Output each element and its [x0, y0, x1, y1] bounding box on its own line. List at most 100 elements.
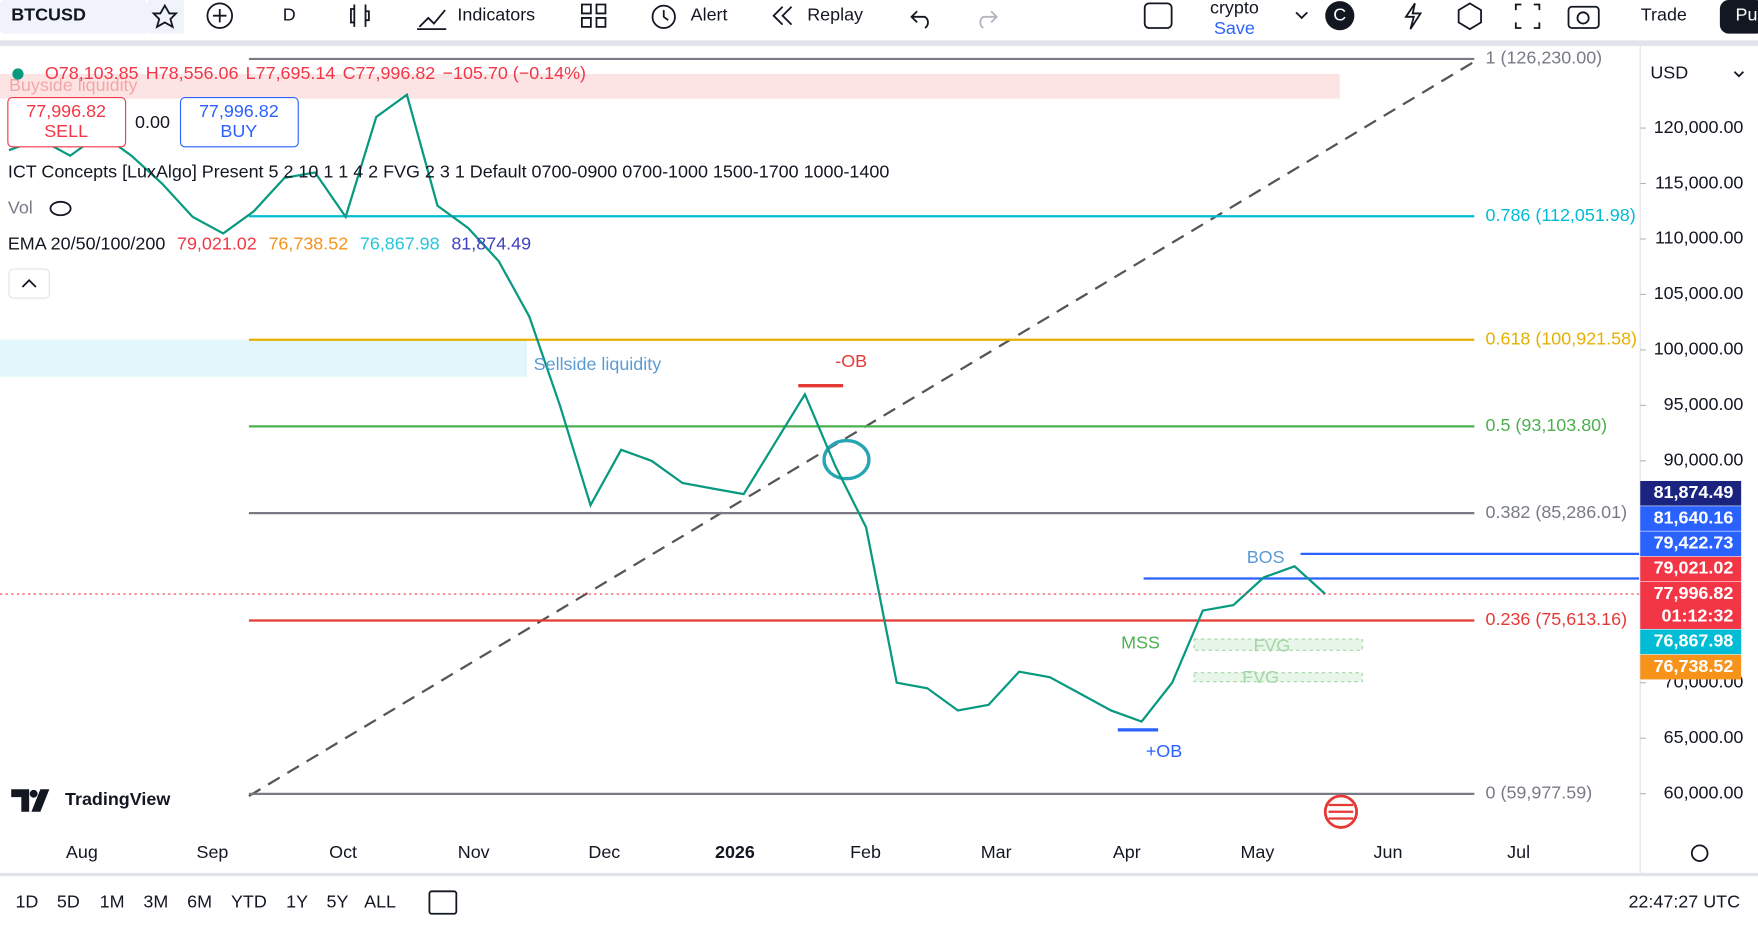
fib-label: 0.618 (100,921.58): [1486, 328, 1637, 348]
open: O78,103.85: [45, 63, 139, 83]
high: H78,556.06: [146, 63, 239, 83]
collapse-chevron: [21, 279, 37, 288]
range-button[interactable]: 3M: [143, 891, 168, 911]
range-button[interactable]: 5Y: [327, 891, 349, 911]
price-label: 79,021.02: [1654, 558, 1734, 578]
x-tick-label: May: [1240, 842, 1274, 862]
buyside-zone: [0, 73, 1340, 99]
price-label: 79,422.73: [1654, 532, 1734, 552]
replay-button[interactable]: Replay: [807, 4, 863, 24]
currency-chevron: [1733, 71, 1745, 78]
ema-value: 76,738.52: [268, 233, 348, 253]
avatar[interactable]: [1325, 1, 1355, 31]
sell-label: SELL: [44, 121, 88, 141]
chart-type-icon[interactable]: [350, 4, 370, 27]
y-tick-label: 60,000.00: [1664, 782, 1744, 802]
fib-label: 0 (59,977.59): [1486, 783, 1593, 803]
compare-icon[interactable]: [206, 2, 233, 29]
alert-icon: [651, 4, 676, 29]
annotation: Sellside liquidity: [534, 354, 662, 374]
x-tick-label: Aug: [66, 842, 98, 862]
ohlc-legend: O78,103.85 H78,556.06 L77,695.14 C77,996…: [45, 63, 586, 83]
sell-price: 77,996.82: [26, 101, 106, 121]
toolbar-border: [0, 40, 1758, 46]
x-tick-label: Mar: [981, 842, 1012, 862]
indicators-button[interactable]: Indicators: [457, 4, 535, 24]
ema-legend: EMA 20/50/100/200 79,021.02 76,738.52 76…: [8, 233, 531, 253]
buy-button[interactable]: [179, 96, 299, 148]
alert-button[interactable]: Alert: [691, 4, 728, 24]
price-label: 76,738.52: [1654, 656, 1734, 676]
logo-dot: [29, 789, 38, 798]
interval[interactable]: D: [283, 4, 296, 24]
snapshot[interactable]: [1567, 5, 1600, 29]
hide-icon[interactable]: [49, 200, 72, 217]
price-axis: [1640, 45, 1758, 875]
price-label-bg: [1640, 480, 1742, 506]
layout-icon[interactable]: [1143, 2, 1173, 29]
axis-settings[interactable]: [1690, 844, 1709, 862]
highlight-circle: [822, 438, 871, 481]
currency[interactable]: USD: [1650, 63, 1688, 83]
favorite[interactable]: [148, 0, 184, 34]
price-label-bg: [1640, 629, 1742, 655]
buy-label: BUY: [220, 121, 257, 141]
range-button[interactable]: 1M: [100, 891, 125, 911]
countdown: 01:12:32: [1662, 605, 1734, 625]
undo[interactable]: [910, 10, 929, 29]
publish-label: Pu: [1736, 4, 1758, 24]
close: C77,996.82: [343, 63, 436, 83]
symbol[interactable]: BTCUSD: [11, 4, 86, 24]
annotation: MSS: [1121, 632, 1160, 652]
sellside-zone: [0, 339, 527, 377]
price-label-bg: [1640, 556, 1742, 582]
collapse-button[interactable]: [8, 268, 50, 299]
range-button[interactable]: ALL: [364, 891, 396, 911]
price-label-bg: [1640, 531, 1742, 557]
publish-button[interactable]: [1719, 0, 1758, 34]
settings-icon[interactable]: [1457, 2, 1482, 31]
x-tick-label: Jul: [1507, 842, 1530, 862]
goto-date[interactable]: [428, 890, 458, 915]
x-tick-label: Oct: [329, 842, 357, 862]
vol-legend: Vol: [8, 197, 33, 217]
clock: 22:47:27 UTC: [1628, 891, 1740, 911]
sell-button[interactable]: [7, 96, 127, 148]
fvg-box: [1193, 672, 1363, 683]
range-button[interactable]: YTD: [231, 891, 267, 911]
trade-button[interactable]: Trade: [1641, 4, 1687, 24]
avatar-letter: C: [1333, 4, 1346, 24]
fib-label: 0.236 (75,613.16): [1486, 609, 1628, 629]
trend-line: [248, 60, 1475, 797]
fib-label: 1 (126,230.00): [1486, 48, 1603, 68]
range-button[interactable]: 6M: [187, 891, 212, 911]
change: −105.70 (−0.14%): [443, 63, 586, 83]
low: L77,695.14: [246, 63, 336, 83]
price-label: 81,640.16: [1654, 507, 1734, 527]
chart-layer: 1 (126,230.00) 0.786 (112,051.98) 0.618 (1…: [0, 48, 1641, 803]
x-tick-label: Sep: [197, 842, 229, 862]
annotation: FVG: [1242, 667, 1279, 687]
x-tick-label: Apr: [1113, 842, 1141, 862]
price-label: 77,996.82: [1654, 583, 1734, 603]
lens: [1576, 11, 1590, 25]
y-tick-label: 95,000.00: [1664, 394, 1744, 414]
range-button[interactable]: 5D: [57, 891, 80, 911]
fullscreen[interactable]: [1514, 3, 1541, 29]
fib-label: 0.5 (93,103.80): [1486, 415, 1608, 435]
quick-search[interactable]: [1404, 2, 1423, 30]
y-tick-label: 90,000.00: [1664, 450, 1744, 470]
star-icon: [151, 3, 179, 29]
layouts-icon[interactable]: [580, 3, 607, 28]
symbol-box[interactable]: [0, 0, 149, 34]
layout-name[interactable]: crypto: [1210, 0, 1259, 18]
chevron[interactable]: [1295, 11, 1308, 20]
indicator-legend: ICT Concepts [LuxAlgo] Present 5 2 10 1 …: [8, 161, 889, 181]
save[interactable]: Save: [1214, 18, 1255, 38]
range-button[interactable]: 1D: [15, 891, 38, 911]
redo[interactable]: [979, 10, 998, 29]
alert-hands: [662, 10, 669, 21]
ema-value: 81,874.49: [451, 233, 531, 253]
range-button[interactable]: 1Y: [286, 891, 308, 911]
